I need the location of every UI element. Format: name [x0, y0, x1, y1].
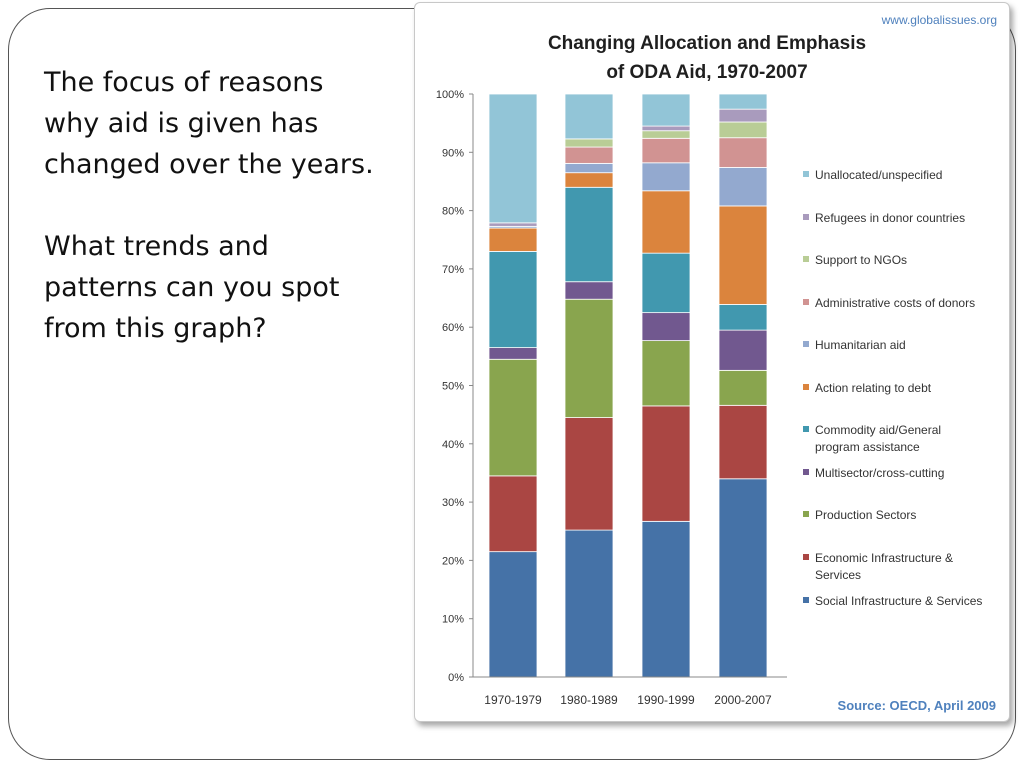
bar-segment: [718, 121, 768, 139]
y-tick-label: 100%: [436, 89, 464, 101]
slide-paragraph-intro: The focus of reasons why aid is given ha…: [44, 67, 374, 180]
bar-segment: [718, 329, 768, 371]
legend-swatch: [803, 469, 809, 475]
chart-title-line-1: Changing Allocation and Emphasis: [548, 33, 866, 54]
stacked-bar-chart: www.globalissues.org Changing Allocation…: [436, 13, 997, 713]
legend-label: Social Infrastructure & Services: [815, 594, 982, 608]
y-tick-label: 50%: [442, 381, 464, 393]
bar-segment: [488, 93, 538, 224]
website-label: www.globalissues.org: [881, 13, 997, 27]
legend-swatch: [803, 511, 809, 517]
bar-segment: [488, 251, 538, 349]
legend-label: Unallocated/unspecified: [815, 168, 942, 182]
legend-swatch: [803, 256, 809, 262]
legend-label: Refugees in donor countries: [815, 211, 965, 225]
bar-segment: [488, 227, 538, 252]
legend-label: Economic Infrastructure &: [815, 551, 953, 565]
legend-swatch: [803, 214, 809, 220]
chart-panel: www.globalissues.org Changing Allocation…: [414, 2, 1010, 722]
source-label: Source: OECD, April 2009: [838, 698, 996, 713]
bar-segment: [564, 162, 614, 174]
legend-swatch: [803, 597, 809, 603]
y-tick-label: 30%: [442, 497, 464, 509]
legend-label: program assistance: [815, 440, 920, 454]
y-tick-label: 20%: [442, 555, 464, 567]
bar-segment: [641, 190, 691, 254]
x-tick-label: 2000-2007: [714, 693, 772, 707]
bar-segment: [564, 138, 614, 148]
bar-segment: [718, 108, 768, 123]
legend-swatch: [803, 341, 809, 347]
legend-swatch: [803, 384, 809, 390]
bar-segment: [564, 146, 614, 164]
bar-segment: [564, 93, 614, 140]
bar-segment: [718, 93, 768, 110]
bar-segment: [488, 475, 538, 553]
bars-group: [488, 93, 768, 678]
legend-label: Multisector/cross-cutting: [815, 466, 944, 480]
legend-swatch: [803, 171, 809, 177]
legend-swatch: [803, 426, 809, 432]
slide-paragraph-question: What trends and patterns can you spot fr…: [44, 231, 340, 344]
bar-segment: [641, 252, 691, 314]
chart-title-line-2: of ODA Aid, 1970-2007: [606, 62, 807, 83]
bar-segment: [488, 358, 538, 477]
x-axis: 1970-1979 1980-1989 1990-1999 2000-2007: [473, 676, 787, 707]
slide-text-block: The focus of reasons why aid is given ha…: [44, 62, 374, 390]
bar-segment: [488, 347, 538, 360]
legend-label: Humanitarian aid: [815, 338, 906, 352]
y-tick-label: 90%: [442, 147, 464, 159]
legend-swatch: [803, 299, 809, 305]
bar-segment: [488, 222, 538, 227]
bar-segment: [641, 93, 691, 127]
y-tick-label: 40%: [442, 439, 464, 451]
bar-segment: [641, 340, 691, 407]
bar-segment: [718, 304, 768, 331]
bar-segment: [641, 137, 691, 164]
y-tick-label: 60%: [442, 322, 464, 334]
legend-label: Services: [815, 568, 861, 582]
y-tick-label: 10%: [442, 614, 464, 626]
legend-label: Support to NGOs: [815, 253, 907, 267]
bar-segment: [564, 172, 614, 188]
bar-segment: [641, 520, 691, 678]
bar-segment: [564, 186, 614, 283]
bar-segment: [718, 167, 768, 207]
bar-segment: [641, 162, 691, 192]
legend-label: Commodity aid/General: [815, 423, 941, 437]
bar-segment: [564, 417, 614, 531]
bar-segment: [718, 478, 768, 678]
y-axis: 0% 10% 20% 30% 40% 50% 60% 70% 80% 90% 100%: [436, 89, 474, 684]
y-tick-label: 70%: [442, 264, 464, 276]
legend-swatch: [803, 554, 809, 560]
bar-segment: [564, 529, 614, 678]
bar-segment: [564, 281, 614, 300]
y-tick-label: 0%: [448, 672, 464, 684]
bar-segment: [718, 404, 768, 480]
bar-segment: [718, 137, 768, 168]
legend-label: Action relating to debt: [815, 381, 932, 395]
legend: Unallocated/unspecified Refugees in donor…: [803, 168, 982, 608]
y-tick-label: 80%: [442, 206, 464, 218]
bar-segment: [641, 130, 691, 139]
x-tick-label: 1980-1989: [560, 693, 618, 707]
bar-segment: [641, 312, 691, 342]
bar-segment: [564, 298, 614, 418]
bar-segment: [718, 205, 768, 305]
bar-segment: [641, 125, 691, 132]
x-tick-label: 1970-1979: [484, 693, 542, 707]
bar-segment: [718, 369, 768, 406]
legend-label: Administrative costs of donors: [815, 296, 975, 310]
bar-segment: [488, 551, 538, 678]
legend-label: Production Sectors: [815, 508, 916, 522]
bar-segment: [641, 405, 691, 522]
x-tick-label: 1990-1999: [637, 693, 695, 707]
